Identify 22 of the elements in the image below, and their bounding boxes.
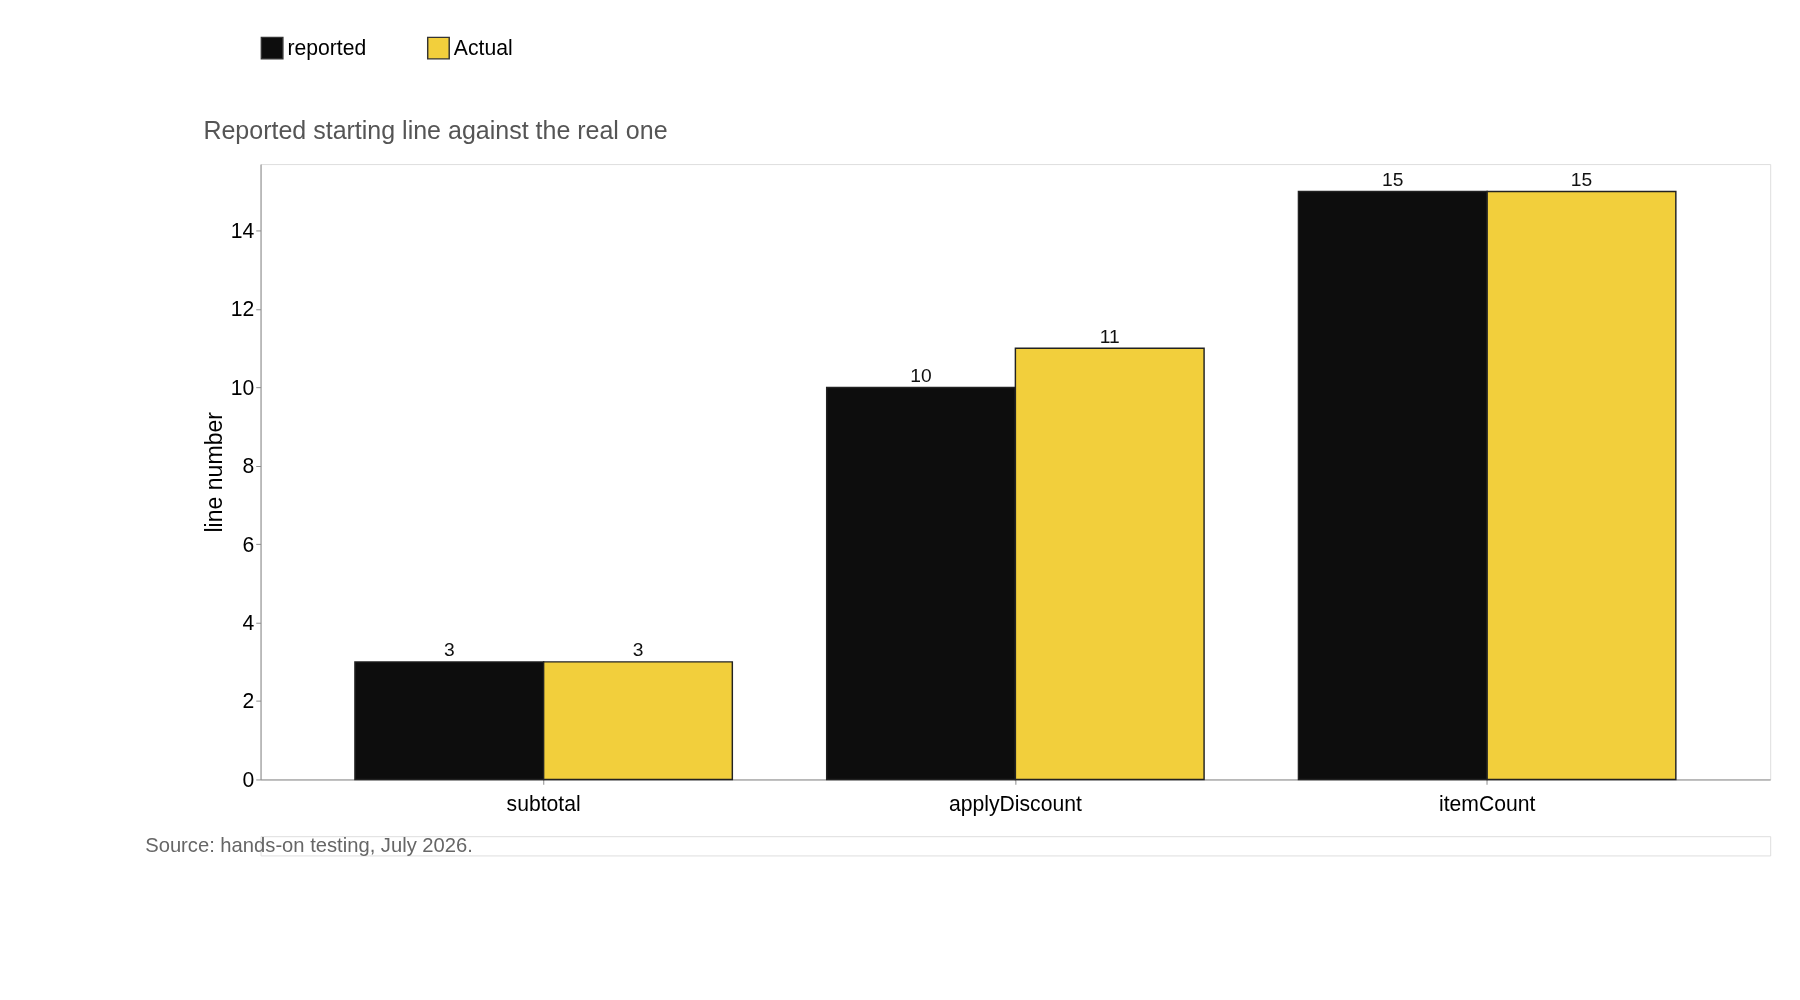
source-note: Source: hands-on testing, July 2026.	[145, 833, 473, 856]
legend-label: Actual	[453, 35, 513, 59]
data-label: 15	[1570, 168, 1593, 190]
x-tick-label: itemCount	[1438, 791, 1536, 815]
y-tick-label: 0	[242, 767, 255, 791]
y-tick-label: 8	[242, 454, 255, 478]
chart-subtitle: Reported starting line against the real one	[203, 116, 668, 145]
y-axis-title: line number	[201, 411, 228, 533]
legend-label: reported	[287, 35, 367, 60]
y-tick-label: 14	[230, 218, 255, 242]
data-label: 3	[632, 639, 644, 661]
y-tick-label: 10	[230, 375, 255, 399]
x-tick-label: subtotal	[506, 791, 581, 815]
y-tick-label: 4	[242, 610, 255, 634]
y-tick-label: 2	[242, 689, 255, 713]
y-tick-label: 6	[242, 532, 255, 556]
y-tick-label: 12	[230, 297, 255, 321]
x-tick-label: applyDiscount	[948, 791, 1082, 816]
data-label: 3	[443, 639, 455, 661]
data-label: 11	[1099, 325, 1120, 347]
data-label: 10	[910, 364, 932, 386]
data-label: 15	[1382, 168, 1404, 190]
